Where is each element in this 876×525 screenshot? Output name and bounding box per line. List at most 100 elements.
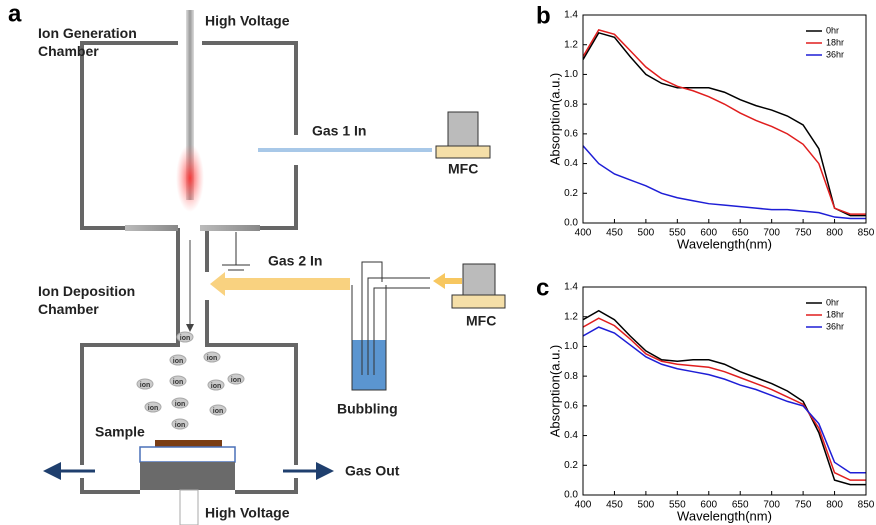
label: Sample xyxy=(95,424,145,440)
ion-label: ion xyxy=(148,405,159,412)
stage xyxy=(140,462,235,490)
label: High Voltage xyxy=(205,13,290,29)
bottle xyxy=(351,285,387,391)
y-tick-label: 0.4 xyxy=(564,158,578,169)
x-tick-label: 500 xyxy=(638,228,655,239)
ion-particle xyxy=(171,397,189,409)
x-tick-label: 600 xyxy=(700,228,717,239)
ion-label: ion xyxy=(140,382,151,389)
label: Ion Deposition Chamber xyxy=(38,283,136,317)
y-axis-label: Absorption(a.u.) xyxy=(547,73,562,166)
diagram xyxy=(80,41,298,494)
legend-label: 18hr xyxy=(826,37,844,47)
y-tick-label: 0.2 xyxy=(564,460,578,471)
y-tick-label: 0.0 xyxy=(564,490,578,501)
y-tick-label: 1.4 xyxy=(564,282,578,293)
ion-particle xyxy=(169,354,187,366)
x-tick-label: 400 xyxy=(575,228,592,239)
x-axis-label: Wavelength(nm) xyxy=(677,508,772,523)
gas2-feed-arrow xyxy=(433,273,462,289)
x-tick-label: 600 xyxy=(700,500,717,511)
x-tick-label: 550 xyxy=(669,228,686,239)
y-tick-label: 1.0 xyxy=(564,69,578,80)
series-line xyxy=(583,317,866,481)
ion-label: ion xyxy=(207,355,218,362)
y-tick-label: 0.6 xyxy=(564,400,578,411)
series-line xyxy=(583,28,866,215)
x-tick-label: 450 xyxy=(606,500,623,511)
needle xyxy=(186,10,194,200)
ion-label: ion xyxy=(175,422,186,429)
sample-plate xyxy=(155,440,222,447)
gas2-arrow xyxy=(210,272,350,296)
series-line xyxy=(583,326,866,474)
series-line xyxy=(583,145,866,220)
plot-frame xyxy=(582,14,867,224)
plot-frame xyxy=(582,286,867,496)
tubes xyxy=(361,261,430,375)
ion-particle xyxy=(207,379,225,391)
x-tick-label: 750 xyxy=(795,500,812,511)
y-tick-label: 1.4 xyxy=(564,10,578,21)
x-axis-label: Wavelength(nm) xyxy=(677,236,772,251)
x-tick-label: 650 xyxy=(732,228,749,239)
ion-particle xyxy=(209,404,227,416)
x-tick-label: 700 xyxy=(763,228,780,239)
y-tick-label: 0.2 xyxy=(564,188,578,199)
mfc-box xyxy=(447,111,479,147)
ion-label: ion xyxy=(173,379,184,386)
label: MFC xyxy=(466,313,496,329)
label: Gas Out xyxy=(345,463,400,479)
x-tick-label: 800 xyxy=(826,500,843,511)
legend-label: 36hr xyxy=(826,49,844,59)
ion-particle xyxy=(176,331,194,343)
panel-label: a xyxy=(8,0,22,27)
x-tick-label: 400 xyxy=(575,500,592,511)
mfc-base xyxy=(435,145,491,159)
holder xyxy=(139,446,236,463)
electrode xyxy=(179,489,199,525)
label: High Voltage xyxy=(205,505,290,521)
legend-label: 18hr xyxy=(826,309,844,319)
series-line xyxy=(583,309,866,486)
ion-particle xyxy=(203,351,221,363)
y-tick-label: 1.2 xyxy=(564,311,578,322)
x-tick-label: 550 xyxy=(669,500,686,511)
water xyxy=(352,340,386,390)
plate xyxy=(125,225,178,231)
ion-label: ion xyxy=(213,408,224,415)
label: Gas 1 In xyxy=(312,123,366,139)
legend-label: 0hr xyxy=(826,25,839,35)
ion-particle xyxy=(144,401,162,413)
plasma-glow xyxy=(176,144,204,212)
legend-label: 36hr xyxy=(826,321,844,331)
x-tick-label: 850 xyxy=(858,228,875,239)
y-tick-label: 0.6 xyxy=(564,128,578,139)
ion-particle xyxy=(136,378,154,390)
mfc-base xyxy=(451,294,506,309)
panel-label: c xyxy=(536,274,549,301)
x-tick-label: 450 xyxy=(606,228,623,239)
ground xyxy=(222,232,250,271)
label: MFC xyxy=(448,161,478,177)
series-line xyxy=(583,31,866,217)
ion-label: ion xyxy=(175,401,186,408)
x-tick-label: 500 xyxy=(638,500,655,511)
ion-label: ion xyxy=(173,358,184,365)
y-tick-label: 1.2 xyxy=(564,39,578,50)
generation-chamber xyxy=(80,41,298,230)
mfc-box xyxy=(462,263,496,296)
ion-label: ion xyxy=(180,335,191,342)
label: Ion Generation Chamber xyxy=(38,25,137,59)
y-tick-label: 0.8 xyxy=(564,371,578,382)
label: Bubbling xyxy=(337,401,398,417)
ion-label: ion xyxy=(231,377,242,384)
ion-particle xyxy=(227,373,245,385)
ion-particle xyxy=(169,375,187,387)
ion-label: ion xyxy=(211,383,222,390)
x-tick-label: 650 xyxy=(732,500,749,511)
plate xyxy=(200,225,260,231)
y-tick-label: 0.4 xyxy=(564,430,578,441)
